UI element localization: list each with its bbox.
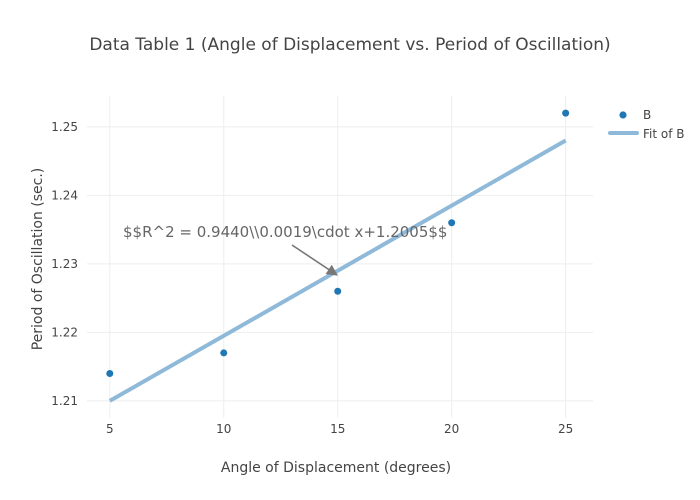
y-tick-label: 1.25	[51, 120, 78, 134]
data-point	[334, 287, 342, 295]
tick-layer: 5 10 15 20 25 1.21 1.22 1.23 1.24 1.25	[51, 120, 573, 436]
grid-layer	[87, 96, 593, 418]
x-tick-label: 20	[444, 422, 459, 436]
y-axis-title: Period of Oscillation (sec.)	[30, 168, 46, 351]
legend: B Fit of B	[608, 108, 685, 141]
annotation: $$R^2 = 0.9440\\0.0019\cdot x+1.2005$$	[123, 223, 447, 276]
data-point	[448, 219, 456, 227]
legend-label-fit: Fit of B	[643, 127, 685, 141]
x-tick-label: 10	[216, 422, 231, 436]
chart-title: Data Table 1 (Angle of Displacement vs. …	[89, 35, 610, 55]
y-tick-label: 1.21	[51, 394, 78, 408]
y-tick-label: 1.22	[51, 325, 78, 339]
marker-layer	[106, 109, 570, 377]
x-tick-label: 5	[106, 422, 114, 436]
data-point	[220, 349, 228, 357]
x-axis-title: Angle of Displacement (degrees)	[221, 460, 451, 476]
y-tick-label: 1.23	[51, 257, 78, 271]
legend-label-b: B	[643, 108, 651, 122]
data-point	[562, 109, 570, 117]
legend-marker-b	[619, 111, 627, 119]
annotation-arrow	[291, 244, 338, 276]
x-tick-label: 25	[558, 422, 573, 436]
x-tick-label: 15	[330, 422, 345, 436]
annotation-text: $$R^2 = 0.9440\\0.0019\cdot x+1.2005$$	[123, 223, 447, 241]
data-point	[106, 369, 114, 377]
y-tick-label: 1.24	[51, 188, 78, 202]
